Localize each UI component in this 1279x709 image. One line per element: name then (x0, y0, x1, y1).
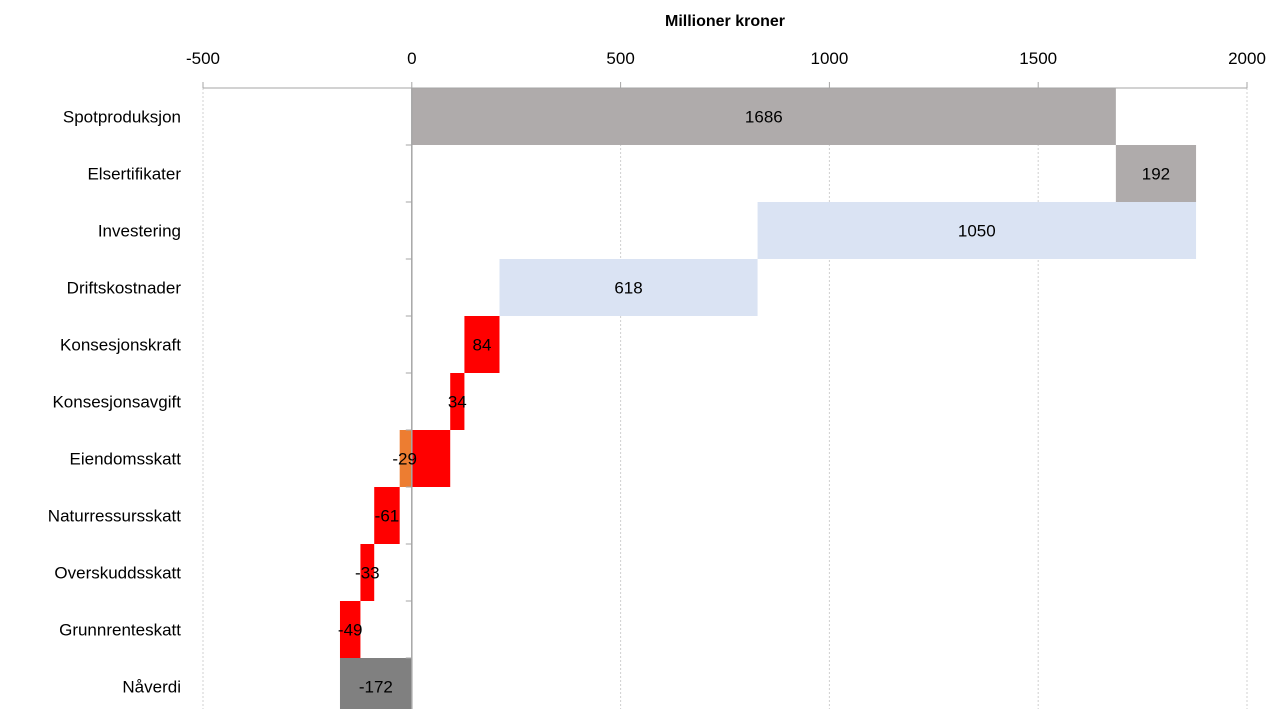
category-label: Eiendomsskatt (70, 450, 182, 469)
category-label: Konsesjonsavgift (52, 393, 181, 412)
bar (450, 373, 465, 430)
bar-value-label: 192 (1142, 165, 1170, 184)
category-label: Overskuddsskatt (54, 564, 181, 583)
bar-value-label: -49 (338, 621, 363, 640)
category-label: Elsertifikater (87, 165, 181, 184)
bar-value-label: 84 (472, 336, 491, 355)
bar (464, 316, 500, 373)
category-label: Investering (98, 222, 181, 241)
bar-value-label: -29 (392, 450, 417, 469)
bar-value-label: 1050 (958, 222, 996, 241)
bar (374, 487, 400, 544)
bar (1115, 145, 1197, 202)
bar-segment (399, 430, 412, 487)
bar (360, 544, 375, 601)
bar-labels: 1686 192 1050 618 84 34 -29 -61 -33 -49 -172 (338, 108, 1170, 697)
x-tick-label: 1500 (1019, 49, 1057, 68)
x-tick-label: -500 (186, 49, 220, 68)
category-label: Konsesjonskraft (60, 336, 181, 355)
x-tick-label: 500 (606, 49, 634, 68)
category-label: Naturressursskatt (48, 507, 181, 526)
category-label: Nåverdi (122, 678, 181, 697)
category-label: Spotproduksjon (63, 108, 181, 127)
x-tick-label: 0 (407, 49, 416, 68)
bar (499, 259, 758, 316)
bar-value-label: -33 (355, 564, 380, 583)
category-label: Driftskostnader (67, 279, 182, 298)
bar-value-label: -61 (375, 507, 400, 526)
category-labels: Spotproduksjon Elsertifikater Investering D… (48, 108, 182, 697)
x-tick-label: 2000 (1228, 49, 1266, 68)
bar (339, 658, 412, 709)
category-label: Grunnrenteskatt (59, 621, 181, 640)
bar (757, 202, 1197, 259)
x-tick-label: 1000 (810, 49, 848, 68)
axis-title: Millioner kroner (665, 13, 785, 30)
bar-value-label: 34 (448, 393, 467, 412)
bar-value-label: 1686 (745, 108, 783, 127)
axes (202, 82, 1248, 709)
bar (339, 601, 361, 658)
tick-labels: -500 0 500 1000 1500 2000 (186, 49, 1266, 68)
bar-value-label: 618 (614, 279, 642, 298)
gridlines (202, 88, 1248, 709)
bar-value-label: -172 (359, 678, 393, 697)
bars (339, 88, 1197, 709)
bar (411, 430, 451, 487)
bar (411, 88, 1116, 145)
